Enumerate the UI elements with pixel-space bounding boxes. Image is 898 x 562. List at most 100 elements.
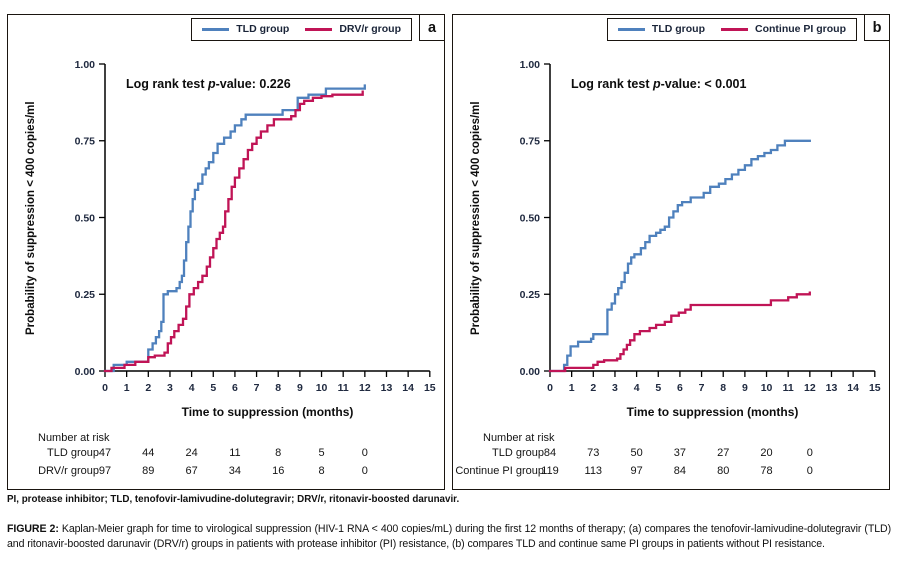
risk-value: 119 bbox=[541, 465, 559, 477]
risk-value: 0 bbox=[361, 447, 368, 459]
figure-caption: FIGURE 2: Kaplan-Meier graph for time to… bbox=[7, 522, 891, 552]
y-tick-label: 0.50 bbox=[75, 212, 96, 224]
risk-value: 97 bbox=[630, 465, 643, 477]
x-tick-label: 15 bbox=[424, 382, 436, 394]
risk-value: 8 bbox=[275, 447, 282, 459]
y-tick-label: 0.75 bbox=[75, 136, 96, 148]
legend-box: TLD group Continue PI group bbox=[606, 18, 857, 41]
legend-line-swatch bbox=[305, 27, 333, 31]
x-tick-label: 1 bbox=[569, 382, 575, 394]
risk-value: 113 bbox=[584, 465, 603, 477]
panel-letter-a: a bbox=[419, 15, 444, 41]
x-tick-label: 12 bbox=[804, 382, 816, 394]
km-plot-b: 0.000.250.500.751.000 1 2 3 4 5 6 7 8 9 10 11 12 13 14… bbox=[520, 59, 881, 394]
annotation-prefix: Log rank test bbox=[126, 77, 208, 91]
x-tick-label: 3 bbox=[612, 382, 618, 394]
risk-value: 37 bbox=[673, 447, 687, 459]
annotation-suffix: -value: 0.226 bbox=[215, 77, 291, 91]
x-tick-label: 7 bbox=[699, 382, 705, 394]
legend-label: Continue PI group bbox=[755, 23, 846, 35]
annotation-suffix: -value: < 0.001 bbox=[660, 77, 747, 91]
x-tick-label: 3 bbox=[167, 382, 173, 394]
risk-value: 78 bbox=[760, 465, 773, 477]
x-tick-label: 9 bbox=[742, 382, 748, 394]
x-tick-label: 10 bbox=[316, 382, 328, 394]
legend-label: TLD group bbox=[651, 23, 705, 35]
caption-label: FIGURE 2: bbox=[7, 522, 59, 535]
x-tick-label: 5 bbox=[655, 382, 661, 394]
risk-value: 8 bbox=[318, 465, 325, 477]
risk-value: 27 bbox=[717, 447, 730, 459]
x-tick-label: 2 bbox=[145, 382, 151, 394]
risk-value: 84 bbox=[673, 465, 687, 477]
legend-line-swatch bbox=[202, 27, 230, 31]
x-axis-label: Time to suppression (months) bbox=[181, 405, 354, 419]
risk-table-title: Number at risk bbox=[483, 432, 555, 444]
risk-value: 50 bbox=[630, 447, 643, 459]
risk-value: 80 bbox=[717, 465, 730, 477]
x-tick-label: 11 bbox=[783, 382, 794, 394]
x-tick-label: 8 bbox=[275, 382, 281, 394]
y-tick-label: 0.00 bbox=[75, 366, 96, 378]
legend-item: Continue PI group bbox=[721, 23, 846, 35]
y-tick-label: 0.25 bbox=[520, 289, 541, 301]
legend-label: TLD group bbox=[236, 23, 290, 35]
risk-row-label: TLD group bbox=[492, 447, 544, 459]
y-tick-label: 0.25 bbox=[75, 289, 96, 301]
x-tick-label: 7 bbox=[254, 382, 260, 394]
legend-line-swatch bbox=[721, 27, 748, 31]
risk-table-title: Number at risk bbox=[38, 432, 110, 444]
x-tick-label: 2 bbox=[590, 382, 596, 394]
risk-value: 84 bbox=[543, 447, 557, 459]
km-curve-tld-group bbox=[103, 84, 366, 373]
panel-letter-b: b bbox=[864, 15, 889, 41]
number-at-risk-table: Number at risk TLD group 47 44 24 11 8 5 0 DRV/r… bbox=[8, 15, 446, 491]
risk-value: 73 bbox=[587, 447, 600, 459]
km-curve-drv-r-group bbox=[103, 90, 364, 373]
risk-value: 67 bbox=[185, 465, 198, 477]
x-tick-label: 1 bbox=[124, 382, 130, 394]
km-curve-continue-pi-group bbox=[548, 291, 811, 373]
km-panel-b: 0.00 0.25 0.50 0.75 1.00 0 1 2 3 4 5 6 7 8 9 10 11 12 13 14… bbox=[452, 14, 890, 490]
caption-text: Kaplan-Meier graph for time to virologic… bbox=[7, 522, 891, 550]
x-tick-label: 6 bbox=[232, 382, 238, 394]
risk-row-label: Continue PI group bbox=[455, 465, 544, 477]
x-tick-label: 0 bbox=[547, 382, 553, 394]
x-axis-label: Time to suppression (months) bbox=[626, 405, 799, 419]
x-tick-label: 15 bbox=[869, 382, 881, 394]
x-tick-label: 8 bbox=[720, 382, 726, 394]
risk-row-label: DRV/r group bbox=[38, 465, 99, 477]
x-tick-label: 11 bbox=[338, 382, 349, 394]
x-tick-label: 4 bbox=[634, 382, 640, 394]
y-tick-label: 0.00 bbox=[520, 366, 541, 378]
risk-value: 5 bbox=[318, 447, 325, 459]
x-tick-label: 14 bbox=[402, 382, 414, 394]
x-tick-label: 6 bbox=[677, 382, 683, 394]
km-panel-a: 0.00 0.25 0.50 0.75 1.00 0 1 2 3 4 5 6 7 8 9 10 11 12 13 14… bbox=[7, 14, 445, 490]
risk-row-label: TLD group bbox=[47, 447, 99, 459]
x-tick-label: 12 bbox=[359, 382, 371, 394]
x-tick-label: 5 bbox=[210, 382, 216, 394]
log-rank-annotation: Log rank test p-value: 0.226 bbox=[126, 77, 291, 91]
km-plot-a: 0.000.250.500.751.000 1 2 3 4 5 6 7 8 9 10 11 12 13 14… bbox=[75, 59, 436, 394]
x-tick-label: 0 bbox=[102, 382, 108, 394]
risk-value: 24 bbox=[185, 447, 198, 459]
legend-box: TLD group DRV/r group bbox=[191, 18, 412, 41]
x-tick-label: 13 bbox=[381, 382, 393, 394]
risk-value: 97 bbox=[98, 465, 112, 477]
y-tick-label: 0.50 bbox=[520, 212, 541, 224]
legend-item: DRV/r group bbox=[305, 23, 401, 35]
annotation-p-symbol: p bbox=[207, 77, 216, 91]
y-tick-label: 0.75 bbox=[520, 136, 541, 148]
risk-value: 44 bbox=[142, 447, 155, 459]
legend-item: TLD group bbox=[202, 23, 289, 35]
x-tick-label: 14 bbox=[847, 382, 859, 394]
risk-value: 0 bbox=[361, 465, 368, 477]
risk-value: 16 bbox=[272, 465, 285, 477]
risk-value: 20 bbox=[760, 447, 773, 459]
x-tick-label: 4 bbox=[189, 382, 195, 394]
risk-value: 47 bbox=[98, 447, 112, 459]
x-tick-label: 9 bbox=[297, 382, 303, 394]
risk-value: 34 bbox=[228, 465, 242, 477]
risk-value: 0 bbox=[806, 465, 813, 477]
